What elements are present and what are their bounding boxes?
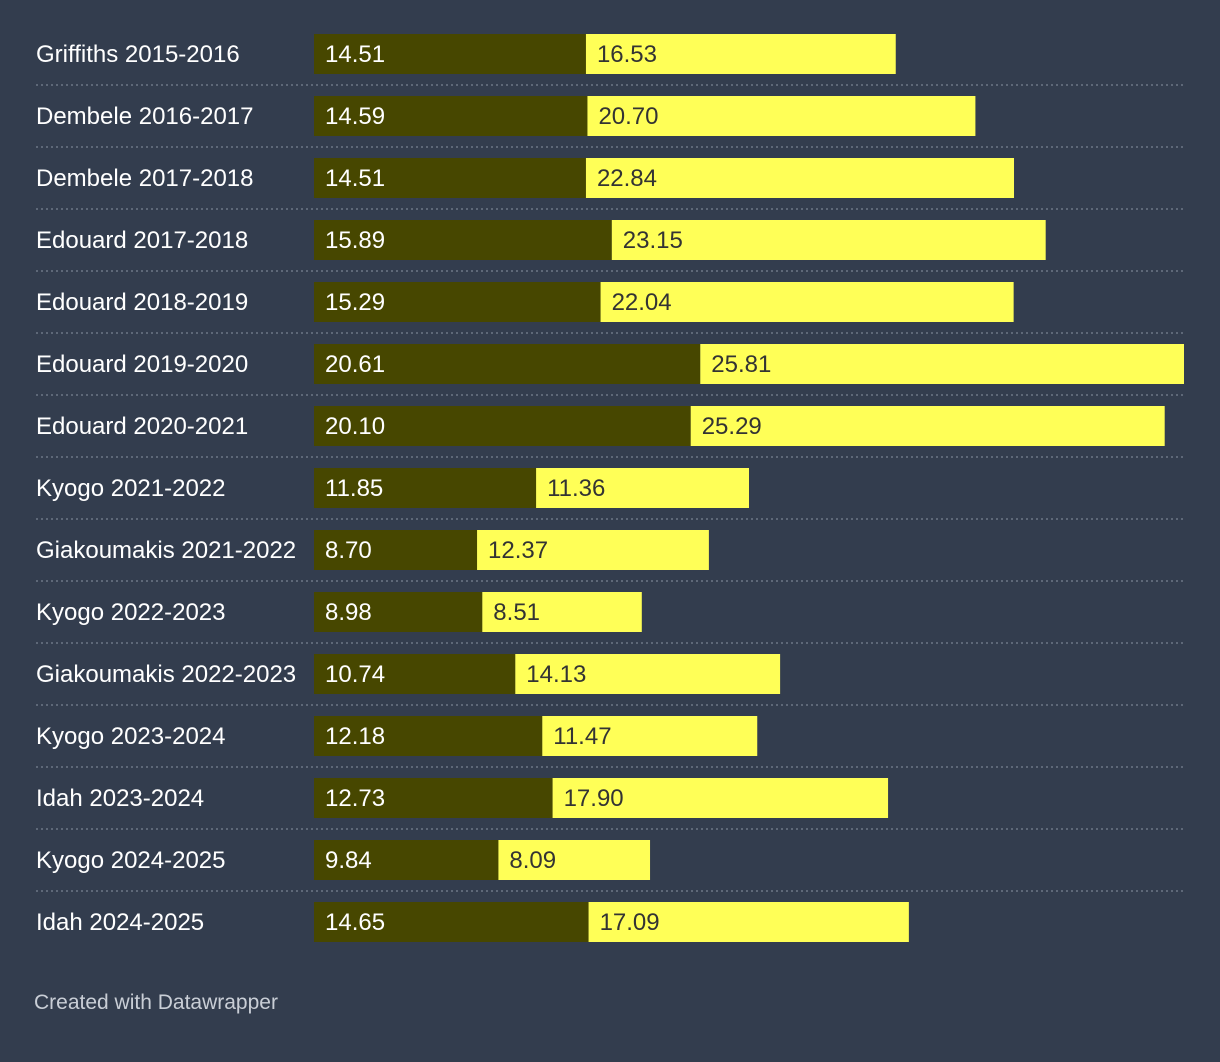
bar-value-label: 12.73 xyxy=(325,785,385,812)
row-label: Idah 2023-2024 xyxy=(36,785,204,812)
bar-value-label: 11.36 xyxy=(547,475,605,502)
bar-segment-dark xyxy=(314,716,543,756)
bar-segment-light xyxy=(611,220,1046,260)
bar-segment-dark xyxy=(314,96,588,136)
bar-segment-light xyxy=(542,716,758,756)
bar-segment-dark xyxy=(314,34,586,74)
bar-value-label: 14.59 xyxy=(325,103,385,130)
bar-value-label: 23.15 xyxy=(623,227,683,254)
bar-segment-dark xyxy=(314,592,483,632)
bar-value-label: 11.85 xyxy=(325,475,383,502)
bar-value-label: 20.10 xyxy=(325,413,385,440)
row-label: Kyogo 2021-2022 xyxy=(36,475,226,502)
row-label: Griffiths 2015-2016 xyxy=(36,41,240,68)
bar-value-label: 25.81 xyxy=(711,351,771,378)
row-label: Dembele 2017-2018 xyxy=(36,165,254,192)
bar-value-label: 9.84 xyxy=(325,847,372,874)
bar-value-label: 8.70 xyxy=(325,537,372,564)
bar-segment-light xyxy=(588,902,909,942)
bar-value-label: 17.90 xyxy=(564,785,624,812)
bar-value-label: 12.18 xyxy=(325,723,385,750)
row-label: Kyogo 2024-2025 xyxy=(36,847,226,874)
bar-value-label: 22.04 xyxy=(612,289,672,316)
bar-segment-dark xyxy=(314,778,553,818)
bar-value-label: 22.84 xyxy=(597,165,657,192)
bar-value-label: 8.98 xyxy=(325,599,372,626)
bar-value-label: 20.70 xyxy=(598,103,658,130)
bar-value-label: 8.51 xyxy=(493,599,540,626)
row-label: Edouard 2020-2021 xyxy=(36,413,248,440)
bar-value-label: 8.09 xyxy=(509,847,556,874)
bar-segment-light xyxy=(498,840,651,880)
bar-segment-light xyxy=(690,406,1165,446)
bar-value-label: 20.61 xyxy=(325,351,385,378)
bar-segment-dark xyxy=(314,406,691,446)
bar-segment-light xyxy=(477,530,709,570)
bar-segment-dark xyxy=(314,220,612,260)
bar-value-label: 12.37 xyxy=(488,537,548,564)
row-label: Kyogo 2022-2023 xyxy=(36,599,226,626)
bar-segment-dark xyxy=(314,530,478,570)
bar-value-label: 14.13 xyxy=(526,661,586,688)
bar-value-label: 16.53 xyxy=(597,41,657,68)
row-label: Dembele 2016-2017 xyxy=(36,103,254,130)
bar-value-label: 14.65 xyxy=(325,909,385,936)
bar-segment-light xyxy=(587,96,976,136)
bar-segment-dark xyxy=(314,468,537,508)
bar-value-label: 15.89 xyxy=(325,227,385,254)
bar-value-label: 15.29 xyxy=(325,289,385,316)
row-label: Kyogo 2023-2024 xyxy=(36,723,226,750)
row-label: Giakoumakis 2021-2022 xyxy=(36,537,296,564)
bar-value-label: 14.51 xyxy=(325,41,385,68)
bar-segment-light xyxy=(482,592,642,632)
bar-value-label: 25.29 xyxy=(702,413,762,440)
bar-segment-dark xyxy=(314,654,516,694)
bar-value-label: 10.74 xyxy=(325,661,385,688)
bar-segment-light xyxy=(585,158,1015,198)
bar-segment-light xyxy=(515,654,781,694)
datawrapper-credit: Created with Datawrapper xyxy=(34,991,278,1014)
bar-segment-dark xyxy=(314,840,499,880)
bar-value-label: 14.51 xyxy=(325,165,385,192)
bar-segment-dark xyxy=(314,282,601,322)
stacked-bar-chart: Griffiths 2015-2016 14.51 16.53 Dembele 201… xyxy=(36,34,1184,942)
row-label: Giakoumakis 2022-2023 xyxy=(36,661,296,688)
row-label: Edouard 2018-2019 xyxy=(36,289,248,316)
row-label: Edouard 2017-2018 xyxy=(36,227,248,254)
bar-value-label: 17.09 xyxy=(600,909,660,936)
bar-segment-dark xyxy=(314,158,586,198)
bar-value-label: 11.47 xyxy=(553,723,611,750)
row-label: Idah 2024-2025 xyxy=(36,909,204,936)
bar-segment-light xyxy=(700,344,1184,384)
row-label: Edouard 2019-2020 xyxy=(36,351,248,378)
bar-segment-light xyxy=(552,778,889,818)
bar-segment-light xyxy=(536,468,749,508)
bar-segment-dark xyxy=(314,902,589,942)
bar-segment-light xyxy=(600,282,1014,322)
bar-segment-dark xyxy=(314,344,701,384)
bar-segment-light xyxy=(585,34,896,74)
